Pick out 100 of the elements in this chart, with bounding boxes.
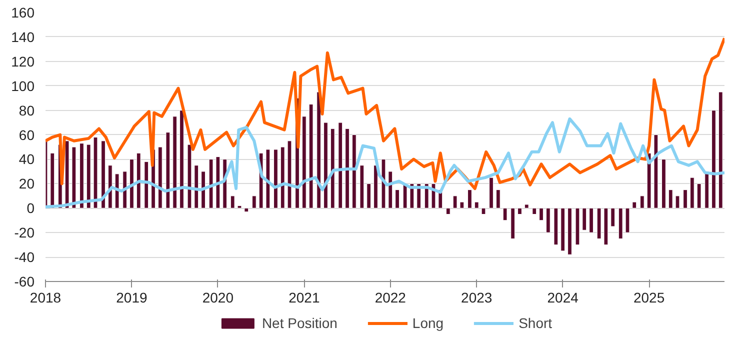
x-tick-label: 2019 xyxy=(116,290,148,306)
bar xyxy=(287,140,292,208)
bar xyxy=(338,122,343,208)
y-tick-label: 140 xyxy=(11,28,35,45)
bar xyxy=(468,190,472,208)
bar xyxy=(130,158,134,208)
legend-label: Net Position xyxy=(262,315,338,331)
bar xyxy=(489,177,494,208)
bar xyxy=(330,128,335,208)
bar xyxy=(575,208,580,246)
bar xyxy=(554,208,558,246)
bar xyxy=(187,144,192,208)
bar xyxy=(345,128,350,208)
bar xyxy=(237,205,242,208)
bar xyxy=(474,202,479,208)
bar xyxy=(452,196,458,208)
bar xyxy=(510,208,516,239)
y-tick-label: -60 xyxy=(14,274,35,290)
bar xyxy=(582,208,587,230)
bar xyxy=(308,104,314,208)
line-series xyxy=(46,117,724,208)
bar xyxy=(518,208,522,214)
bar xyxy=(632,202,637,208)
bar xyxy=(568,208,572,255)
bar xyxy=(662,158,666,208)
bar xyxy=(388,171,393,208)
bar xyxy=(252,196,256,208)
x-tick-label: 2024 xyxy=(547,290,579,306)
bar xyxy=(524,204,529,208)
bar xyxy=(50,152,55,208)
x-tick-label: 2022 xyxy=(374,290,406,306)
bar xyxy=(589,208,594,233)
bar xyxy=(93,136,98,208)
bar xyxy=(72,146,76,208)
bar xyxy=(80,143,84,208)
y-tick-label: -20 xyxy=(14,224,35,241)
bar xyxy=(144,161,149,208)
bar xyxy=(675,196,680,208)
x-tick-label: 2025 xyxy=(633,290,665,306)
bar xyxy=(496,190,500,208)
bar xyxy=(86,144,91,208)
bar xyxy=(280,146,285,208)
bar xyxy=(166,132,170,208)
x-tick-label: 2020 xyxy=(202,290,234,306)
bar xyxy=(208,158,214,208)
bar xyxy=(546,208,550,233)
bar xyxy=(324,122,328,208)
x-tick-label: 2021 xyxy=(288,290,320,306)
bar xyxy=(216,156,220,208)
bar xyxy=(172,116,178,208)
bar xyxy=(374,165,378,208)
bar xyxy=(64,140,70,208)
bar xyxy=(360,165,364,208)
y-tick-label: 120 xyxy=(11,53,35,70)
bar xyxy=(381,158,386,208)
bar xyxy=(230,196,235,208)
bar xyxy=(690,177,694,208)
bar xyxy=(625,208,630,233)
bar xyxy=(395,190,400,208)
y-tick-label: -40 xyxy=(14,249,35,266)
y-tick-label: 20 xyxy=(18,176,35,192)
bar xyxy=(610,208,616,227)
bar xyxy=(640,196,644,208)
bar xyxy=(618,208,623,239)
bar xyxy=(194,165,199,208)
y-tick-label: 40 xyxy=(18,151,35,168)
bar xyxy=(201,171,206,208)
bar xyxy=(122,171,128,208)
bar xyxy=(539,208,544,221)
line-series xyxy=(46,36,724,190)
x-tick-label: 2018 xyxy=(30,290,62,306)
bar xyxy=(101,140,106,208)
legend-label: Long xyxy=(412,315,444,331)
bar xyxy=(274,149,278,208)
bar xyxy=(446,208,450,214)
bar xyxy=(136,152,141,208)
legend-label: Short xyxy=(518,315,552,331)
bar xyxy=(481,208,486,214)
bar xyxy=(532,208,537,214)
y-tick-label: 0 xyxy=(26,200,35,216)
bar xyxy=(158,146,162,208)
bar xyxy=(560,208,566,252)
bar xyxy=(683,190,688,208)
bar xyxy=(654,134,658,208)
bar xyxy=(502,208,508,221)
bar xyxy=(604,208,608,246)
y-tick-label: 160 xyxy=(11,4,35,20)
bar xyxy=(302,116,306,208)
bar xyxy=(712,110,716,208)
bar xyxy=(366,183,372,208)
bar xyxy=(704,171,710,208)
bar xyxy=(596,208,602,239)
bar xyxy=(352,134,356,208)
y-tick-label: 80 xyxy=(18,102,35,118)
bar xyxy=(266,149,270,208)
y-tick-label: 100 xyxy=(11,78,35,94)
bar xyxy=(668,190,673,208)
bar xyxy=(180,110,184,208)
bar xyxy=(244,208,249,212)
bar xyxy=(718,92,723,208)
